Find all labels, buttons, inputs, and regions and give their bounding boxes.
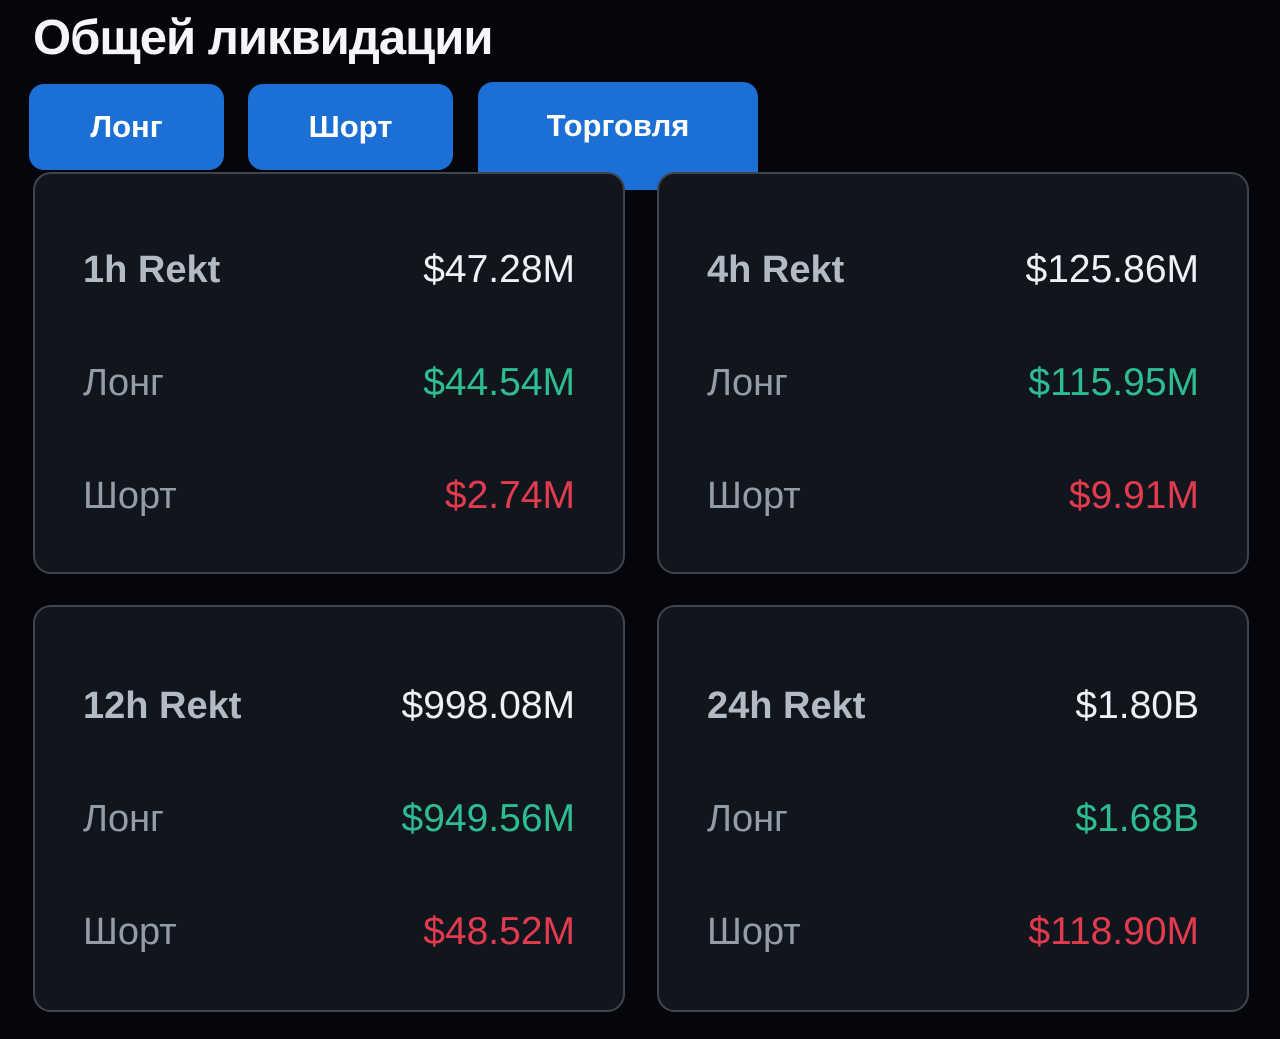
period-label: 1h Rekt	[83, 249, 221, 291]
long-row: Лонг $115.95M	[707, 361, 1199, 405]
tab-long-button[interactable]: Лонг	[29, 84, 224, 170]
short-value: $48.52M	[423, 909, 575, 953]
short-row: Шорт $9.91M	[707, 474, 1199, 518]
short-label: Шорт	[83, 475, 177, 517]
card-4h-rekt: 4h Rekt $125.86M Лонг $115.95M Шорт $9.9…	[657, 172, 1249, 574]
period-label: 4h Rekt	[707, 249, 845, 291]
total-row: 1h Rekt $47.28M	[83, 248, 575, 292]
long-label: Лонг	[83, 797, 164, 840]
long-value: $115.95M	[1028, 361, 1199, 404]
card-12h-rekt: 12h Rekt $998.08M Лонг $949.56M Шорт $48…	[33, 605, 625, 1012]
total-value: $998.08M	[401, 683, 575, 727]
long-row: Лонг $949.56M	[83, 796, 575, 840]
period-label: 24h Rekt	[707, 684, 866, 727]
short-row: Шорт $48.52M	[83, 909, 575, 953]
total-row: 24h Rekt $1.80B	[707, 683, 1199, 727]
period-label: 12h Rekt	[83, 684, 242, 727]
short-value: $2.74M	[444, 474, 575, 517]
tab-short-button[interactable]: Шорт	[248, 84, 453, 170]
long-label: Лонг	[707, 362, 788, 404]
total-row: 12h Rekt $998.08M	[83, 683, 575, 727]
total-value: $47.28M	[423, 248, 575, 291]
total-value: $125.86M	[1025, 248, 1199, 291]
card-1h-rekt: 1h Rekt $47.28M Лонг $44.54M Шорт $2.74M	[33, 172, 625, 574]
long-label: Лонг	[83, 362, 164, 404]
long-row: Лонг $1.68B	[707, 796, 1199, 840]
long-row: Лонг $44.54M	[83, 361, 575, 405]
card-24h-rekt: 24h Rekt $1.80B Лонг $1.68B Шорт $118.90…	[657, 605, 1249, 1012]
short-row: Шорт $2.74M	[83, 474, 575, 518]
short-value: $118.90M	[1028, 909, 1199, 953]
long-value: $1.68B	[1075, 796, 1199, 840]
long-label: Лонг	[707, 797, 788, 840]
short-label: Шорт	[707, 910, 801, 953]
short-row: Шорт $118.90M	[707, 909, 1199, 953]
short-label: Шорт	[83, 910, 177, 953]
long-value: $44.54M	[423, 361, 575, 404]
total-row: 4h Rekt $125.86M	[707, 248, 1199, 292]
long-value: $949.56M	[401, 796, 575, 840]
short-value: $9.91M	[1068, 474, 1199, 517]
total-value: $1.80B	[1075, 683, 1199, 727]
short-label: Шорт	[707, 475, 801, 517]
page-title: Общей ликвидации	[33, 11, 493, 65]
